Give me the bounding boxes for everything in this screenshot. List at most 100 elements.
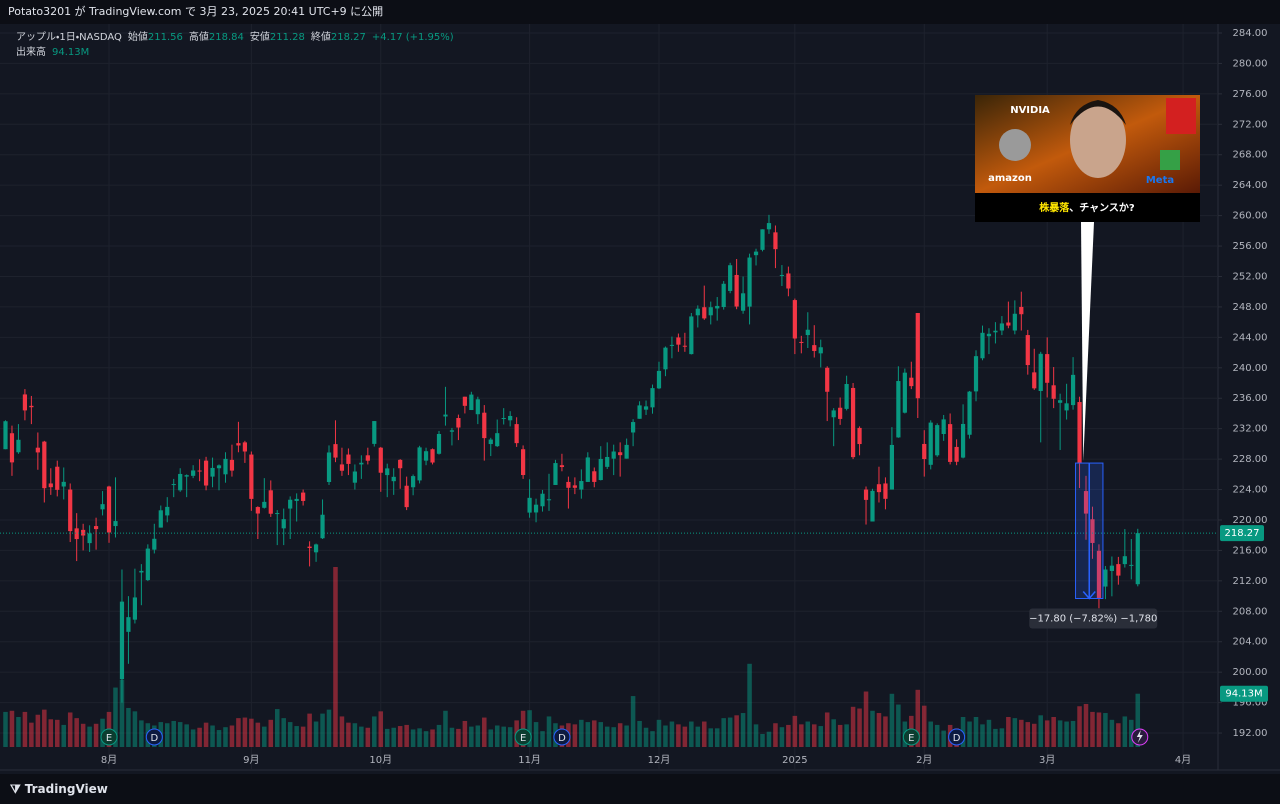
candle-body bbox=[3, 421, 8, 450]
volume-bar bbox=[766, 731, 772, 747]
y-tick-label: 228.00 bbox=[1233, 454, 1268, 465]
candle-body bbox=[1045, 354, 1050, 383]
symbol: アップル・1日・NASDAQ bbox=[16, 31, 122, 43]
candle-body bbox=[423, 451, 429, 461]
candle-body bbox=[100, 504, 105, 510]
volume-bar bbox=[643, 727, 649, 747]
y-tick-label: 268.00 bbox=[1233, 150, 1268, 161]
candle-body bbox=[935, 425, 940, 456]
header-line: アップル・1日・NASDAQ 始値211.56 高値218.84 安値211.28 終値… bbox=[16, 30, 454, 43]
volume-bar bbox=[682, 726, 688, 747]
volume-bar bbox=[585, 722, 591, 747]
volume-bar bbox=[210, 725, 215, 747]
volume-bar bbox=[695, 726, 701, 747]
volume-bar bbox=[786, 724, 791, 747]
candle-body bbox=[637, 405, 642, 419]
y-tick-label: 272.00 bbox=[1233, 119, 1268, 130]
candle-body bbox=[9, 433, 15, 463]
volume-bar bbox=[462, 720, 468, 747]
candle-body bbox=[275, 513, 280, 515]
volume-bar bbox=[630, 696, 636, 747]
volume-bar bbox=[617, 723, 623, 747]
thumb-logo: NVIDIA bbox=[1010, 105, 1050, 116]
thumb-apple bbox=[999, 129, 1031, 161]
candle-body bbox=[773, 232, 778, 250]
candle-body bbox=[87, 533, 92, 544]
candle-body bbox=[792, 300, 797, 339]
candle-body bbox=[786, 273, 791, 289]
volume-bar bbox=[87, 726, 92, 747]
volume-bar bbox=[1083, 703, 1089, 747]
footer-brand: TradingView bbox=[24, 782, 108, 796]
y-tick-label: 232.00 bbox=[1233, 424, 1268, 435]
volume-bar bbox=[262, 726, 267, 747]
candle-body bbox=[533, 504, 539, 513]
volume-bar bbox=[48, 719, 54, 747]
candle-body bbox=[559, 465, 565, 468]
last-price-label: 218.27 bbox=[1225, 528, 1260, 539]
candle-body bbox=[294, 498, 299, 501]
y-tick-label: 252.00 bbox=[1233, 271, 1268, 282]
volume-bar bbox=[80, 723, 86, 747]
y-tick-label: 284.00 bbox=[1233, 28, 1268, 39]
volume-badge-label: 94.13M bbox=[1225, 689, 1262, 700]
volume-bar bbox=[229, 725, 235, 747]
volume-bar bbox=[760, 733, 765, 747]
volume-bar bbox=[1038, 715, 1043, 747]
volume-bar bbox=[799, 724, 804, 747]
volume-bar bbox=[1025, 722, 1031, 747]
candle-body bbox=[184, 475, 189, 477]
measure-arrowhead bbox=[1082, 591, 1096, 600]
volume-bar bbox=[197, 727, 202, 747]
candle-body bbox=[825, 367, 830, 392]
candle-body bbox=[598, 458, 603, 481]
volume-bar bbox=[779, 727, 785, 747]
volume-bar bbox=[236, 718, 241, 747]
candle-body bbox=[566, 481, 571, 488]
candle-body bbox=[643, 406, 649, 410]
candle-body bbox=[74, 528, 79, 540]
y-tick-label: 224.00 bbox=[1233, 485, 1268, 496]
candle-body bbox=[216, 465, 222, 469]
candle-body bbox=[339, 464, 345, 471]
y-tick-label: 208.00 bbox=[1233, 606, 1268, 617]
volume-bar bbox=[540, 731, 545, 747]
candle-body bbox=[1096, 550, 1102, 599]
event-badge bbox=[145, 728, 163, 746]
volume-bar bbox=[889, 693, 895, 747]
volume-bar bbox=[132, 711, 138, 747]
candle-body bbox=[81, 529, 86, 536]
candle-body bbox=[812, 345, 817, 351]
footer-logo: ⧩ bbox=[10, 782, 21, 796]
volume-bar bbox=[773, 723, 778, 747]
volume-bar bbox=[93, 723, 99, 747]
candle-body bbox=[902, 372, 907, 413]
candle-body bbox=[456, 418, 461, 428]
candle-body bbox=[676, 337, 681, 345]
y-tick-label: 236.00 bbox=[1233, 393, 1268, 404]
candle-body bbox=[488, 439, 493, 445]
candle-body bbox=[16, 439, 21, 453]
candle-body bbox=[475, 399, 480, 415]
event-marker: D bbox=[948, 728, 966, 746]
volume-bar bbox=[837, 724, 843, 747]
volume-bar bbox=[249, 718, 254, 747]
open-value: 211.56 bbox=[148, 32, 183, 43]
candle-body bbox=[682, 345, 687, 347]
measure-label-box bbox=[1029, 608, 1158, 629]
volume-bar bbox=[850, 706, 856, 747]
event-badge bbox=[100, 728, 118, 746]
candle-body bbox=[171, 484, 176, 486]
candle-body bbox=[883, 483, 888, 499]
volume-bar bbox=[1070, 720, 1076, 747]
candle-body bbox=[954, 446, 959, 462]
x-tick-label: 12月 bbox=[648, 754, 671, 766]
candle-body bbox=[753, 251, 759, 256]
candle-body bbox=[404, 485, 409, 508]
volume-bar bbox=[1077, 706, 1082, 747]
event-marker: E bbox=[902, 728, 920, 746]
x-tick-label: 11月 bbox=[518, 754, 541, 766]
candle-body bbox=[93, 526, 99, 530]
x-tick-label: 10月 bbox=[369, 754, 392, 766]
x-tick-label: 4月 bbox=[1175, 754, 1191, 766]
